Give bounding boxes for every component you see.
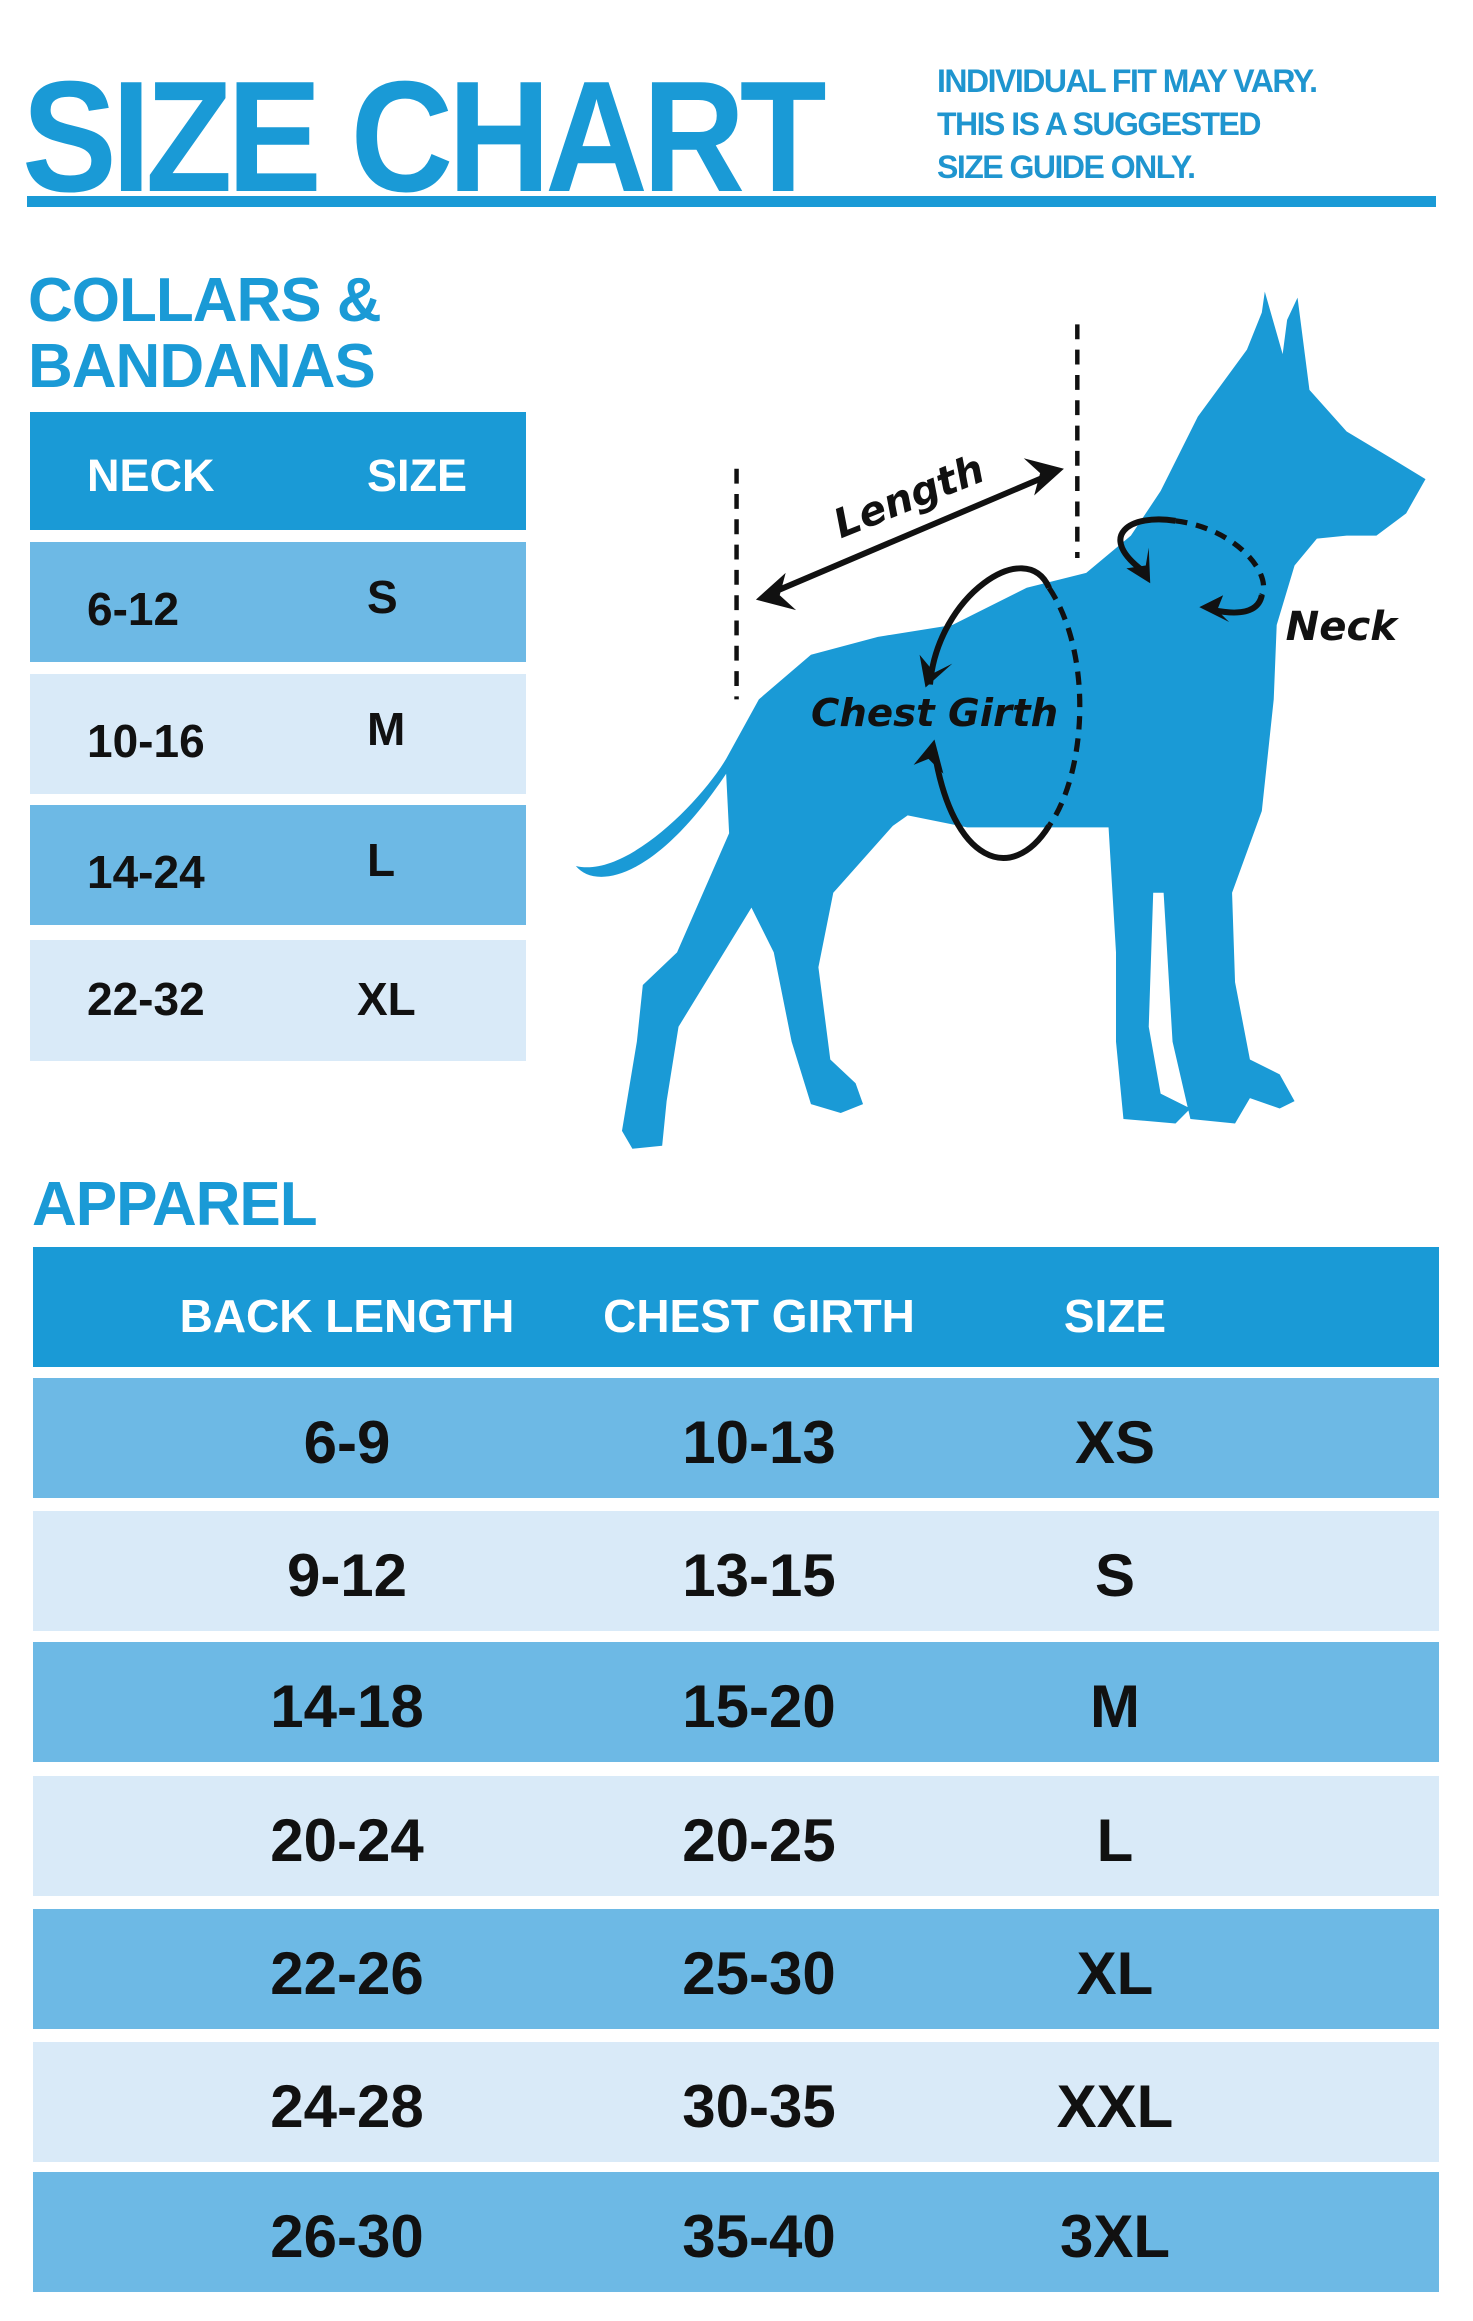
table-row: 9-12 13-15 S [33, 1511, 1439, 1631]
arrowhead-icon [919, 654, 953, 688]
arrowhead-icon [913, 739, 944, 774]
neck-cell: 22-32 [87, 973, 205, 1025]
chest-girth-loop-front [927, 565, 1052, 685]
neck-label: Neck [1286, 604, 1400, 650]
table-row: 14-24 L [30, 805, 526, 925]
back-length-cell: 14-18 [270, 1673, 424, 1740]
neck-cell: 6-12 [87, 583, 180, 635]
table-row: 22-26 25-30 XL [33, 1909, 1439, 2029]
back-length-cell: 9-12 [286, 1542, 408, 1609]
arrowhead-icon [755, 572, 797, 611]
neck-cell: 14-24 [87, 846, 205, 898]
table-row: 14-18 15-20 M [33, 1642, 1439, 1762]
table-row: 10-16 M [30, 674, 526, 794]
chest-girth-cell: 15-20 [682, 1673, 836, 1740]
disclaimer-line: SIZE GUIDE ONLY. [937, 149, 1196, 185]
column-header-chest-girth: CHEST GIRTH [603, 1290, 915, 1342]
column-header-neck: NECK [87, 450, 215, 501]
back-length-cell: 26-30 [270, 2203, 424, 2270]
column-header-size: SIZE [367, 450, 468, 501]
dog-silhouette [575, 291, 1426, 1149]
fit-disclaimer: INDIVIDUAL FIT MAY VARY. THIS IS A SUGGE… [937, 60, 1318, 189]
size-cell: 3XL [1059, 2203, 1171, 2270]
size-cell: S [1094, 1542, 1136, 1609]
table-row: 22-32 XL [30, 940, 526, 1061]
size-cell: XL [357, 973, 416, 1025]
title-underline [27, 196, 1436, 207]
disclaimer-line: INDIVIDUAL FIT MAY VARY. [937, 63, 1318, 99]
disclaimer-line: THIS IS A SUGGESTED [937, 106, 1261, 142]
apparel-section-title: APPAREL [32, 1170, 318, 1239]
chest-girth-loop-bottom [931, 750, 1052, 861]
back-length-cell: 20-24 [270, 1807, 424, 1874]
chest-girth-loop-dashed [1046, 586, 1083, 828]
neck-cell: 10-16 [87, 715, 205, 767]
length-arrow [765, 470, 1055, 598]
collars-section-title: COLLARS & BANDANAS [28, 266, 382, 401]
apparel-table-header: BACK LENGTH CHEST GIRTH SIZE [33, 1247, 1439, 1367]
section-title-line: COLLARS & [28, 266, 382, 335]
back-length-cell: 22-26 [270, 1940, 424, 2007]
chest-girth-label: Chest Girth [811, 691, 1058, 736]
table-row: 24-28 30-35 XXL [33, 2042, 1439, 2162]
chest-girth-cell: 30-35 [682, 2073, 836, 2140]
size-cell: L [367, 834, 396, 886]
chest-girth-cell: 20-25 [682, 1807, 836, 1874]
dog-measurement-diagram: Length Chest Girth Neck [575, 291, 1426, 1149]
table-row: 26-30 35-40 3XL [33, 2172, 1439, 2292]
neck-loop-back [1117, 516, 1177, 576]
column-header-back-length: BACK LENGTH [179, 1290, 515, 1342]
arrowhead-icon [1126, 547, 1151, 584]
chest-girth-cell: 13-15 [682, 1542, 836, 1609]
size-cell: L [1096, 1807, 1134, 1874]
size-cell: S [367, 571, 398, 623]
size-cell: XXL [1056, 2073, 1174, 2140]
table-row: 20-24 20-25 L [33, 1776, 1439, 1896]
chest-girth-cell: 25-30 [682, 1940, 836, 2007]
back-length-cell: 24-28 [270, 2073, 424, 2140]
column-header-size: SIZE [1063, 1290, 1167, 1342]
page-title: SIZE CHART [22, 49, 827, 225]
back-length-cell: 6-9 [303, 1409, 391, 1476]
arrowhead-icon [1023, 458, 1064, 496]
table-row: 6-9 10-13 XS [33, 1378, 1439, 1498]
size-cell: XL [1076, 1940, 1154, 2007]
chest-girth-cell: 10-13 [682, 1409, 836, 1476]
collars-table-header: NECK SIZE [30, 412, 526, 530]
size-cell: M [1090, 1673, 1140, 1740]
chest-girth-cell: 35-40 [682, 2203, 836, 2270]
section-title-line: BANDANAS [28, 332, 376, 401]
arrowhead-icon [1199, 595, 1230, 622]
size-cell: M [367, 703, 406, 755]
size-cell: XS [1074, 1409, 1156, 1476]
table-row: 6-12 S [30, 542, 526, 662]
